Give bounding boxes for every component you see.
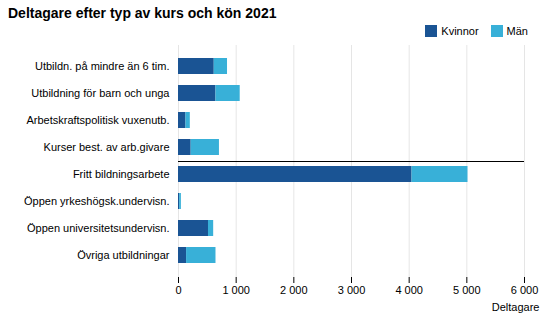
svg-text:Övriga utbildningar: Övriga utbildningar	[77, 249, 170, 261]
svg-text:6 000: 6 000	[511, 284, 539, 296]
svg-text:Kurser best. av arb.givare: Kurser best. av arb.givare	[44, 141, 170, 153]
svg-text:Arbetskraftspolitisk vuxenutb.: Arbetskraftspolitisk vuxenutb.	[26, 114, 169, 126]
svg-text:4 000: 4 000	[395, 284, 423, 296]
html-text:Kvinnor: Kvinnor	[441, 25, 479, 37]
svg-text:1 000: 1 000	[222, 284, 250, 296]
svg-text:3 000: 3 000	[338, 284, 366, 296]
svg-text:0: 0	[175, 284, 181, 296]
svg-text:Utbildning för barn och unga: Utbildning för barn och unga	[31, 87, 170, 99]
svg-text:Öppen universitetsundervisn.: Öppen universitetsundervisn.	[27, 222, 169, 234]
svg-text:Fritt bildningsarbete: Fritt bildningsarbete	[73, 168, 170, 180]
svg-text:Utbildn. på mindre än 6 tim.: Utbildn. på mindre än 6 tim.	[35, 60, 170, 72]
svg-text:Öppen yrkeshögsk.undervisn.: Öppen yrkeshögsk.undervisn.	[24, 195, 170, 207]
svg-text:2 000: 2 000	[280, 284, 308, 296]
html-text:Deltagare efter typ av kurs oc: Deltagare efter typ av kurs och kön 2021	[8, 5, 277, 21]
svg-text:Deltagare: Deltagare	[492, 301, 540, 313]
html-text:Män: Män	[506, 25, 528, 37]
svg-text:5 000: 5 000	[453, 284, 481, 296]
